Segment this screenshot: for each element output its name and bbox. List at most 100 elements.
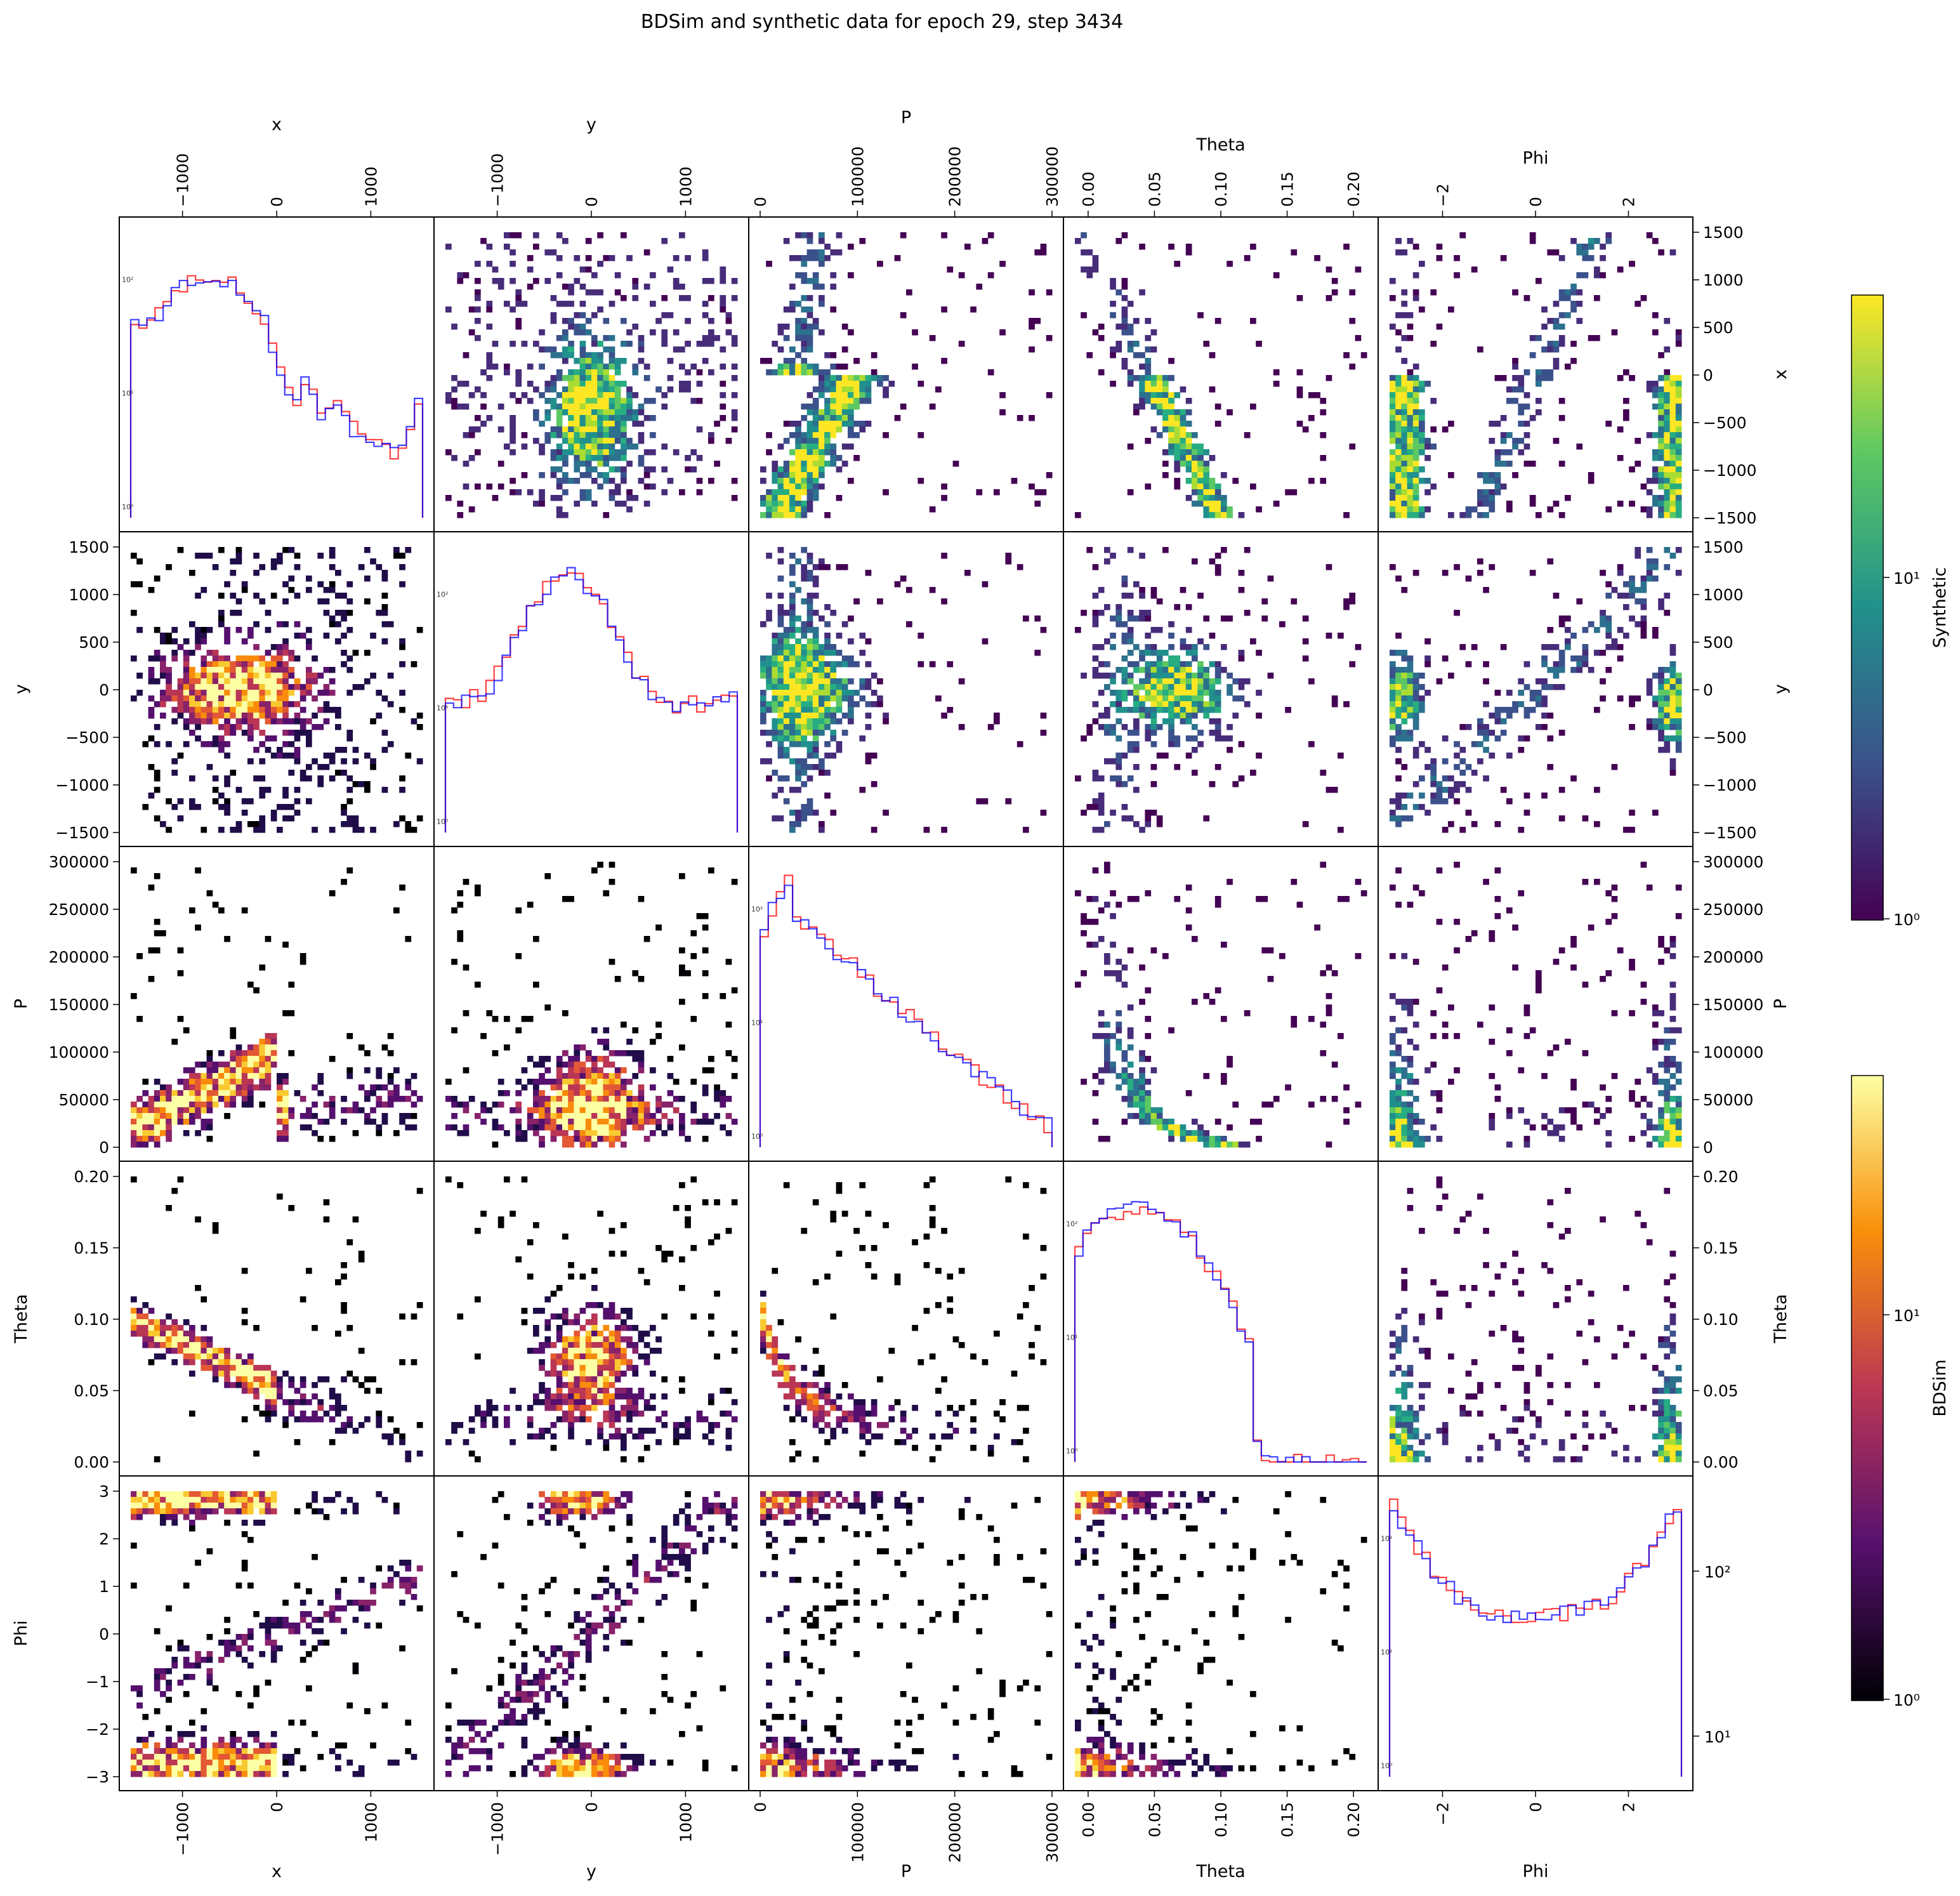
hist2d-cell: [801, 364, 808, 370]
hist2d-cell: [783, 461, 790, 467]
hist2d-cell: [1232, 713, 1239, 719]
hist2d-cell: [224, 1090, 230, 1096]
hist2d-cell: [241, 810, 248, 816]
hist2d-cell: [352, 1130, 359, 1136]
hist2d-cell: [579, 375, 586, 381]
hist2d-cell: [1174, 478, 1181, 484]
hist2d-cell: [853, 690, 860, 696]
hist2d-cell: [1168, 398, 1174, 404]
hist2d-cell: [288, 701, 295, 708]
hist2d-cell: [720, 1102, 727, 1108]
hist2d-cell: [1390, 661, 1396, 668]
hist2d-cell: [1407, 730, 1414, 736]
hist2d-cell: [1459, 724, 1466, 730]
hist2d-cell: [1412, 244, 1419, 250]
hist2d-cell: [806, 295, 813, 301]
hist2d-cell: [621, 478, 627, 484]
hist2d-cell: [638, 455, 645, 461]
hist2d-cell: [393, 907, 400, 914]
hist2d-cell: [352, 781, 359, 787]
hist2d-cell: [865, 758, 872, 765]
hist2d-cell: [597, 472, 603, 478]
hist2d-cell: [661, 295, 668, 301]
hist2d-cell: [1244, 701, 1251, 708]
hist2d-cell: [247, 690, 254, 696]
hist2d-cell: [235, 553, 242, 559]
hist2d-cell: [824, 421, 831, 427]
hist2d-cell: [148, 707, 155, 713]
hist2d-cell: [206, 1079, 213, 1085]
hist2d-cell: [1500, 730, 1507, 736]
hist2d-cell: [819, 558, 825, 565]
hist2d-cell: [1156, 381, 1163, 387]
hist2d-cell: [806, 461, 813, 467]
hist2d-cell: [626, 1113, 633, 1119]
hist2d-cell: [265, 650, 272, 656]
hist2d-cell: [1401, 392, 1408, 398]
hist2d-cell: [1197, 678, 1204, 685]
hist2d-cell: [789, 432, 796, 438]
hist2d-cell: [1185, 478, 1192, 484]
hist2d-cell: [1558, 289, 1565, 296]
hist2d-cell: [819, 678, 825, 685]
hist2d-cell: [206, 673, 213, 679]
hist2d-cell: [789, 512, 796, 518]
hist2d-cell: [142, 1142, 149, 1148]
hist2d-cell: [136, 627, 143, 633]
hist2d-cell: [1139, 244, 1145, 250]
hist2d-cell: [189, 707, 195, 713]
hist2d-cell: [1185, 735, 1192, 742]
hist2d-cell: [568, 1107, 574, 1114]
hist2d-cell: [1203, 466, 1210, 473]
hist2d-cell: [346, 867, 353, 874]
hist2d-cell: [1139, 1090, 1145, 1096]
hist2d-cell: [341, 1096, 347, 1102]
hist2d-cell: [626, 415, 633, 421]
hist2d-cell: [1121, 1067, 1128, 1074]
hist2d-cell: [230, 1062, 237, 1068]
hist2d-cell: [212, 1102, 219, 1108]
hist2d-cell: [621, 409, 627, 416]
hist2d-cell: [853, 455, 860, 461]
hist2d-cell: [795, 466, 801, 473]
hist2d-cell: [510, 421, 516, 427]
hist2d-cell: [766, 758, 772, 765]
hist2d-cell: [1412, 392, 1419, 398]
hist2d-cell: [574, 449, 581, 456]
hist2d-cell: [376, 1096, 383, 1102]
hist2d-cell: [591, 352, 598, 359]
hist2d-cell: [597, 444, 603, 450]
hist2d-cell: [806, 501, 813, 507]
hist2d-cell: [1424, 489, 1431, 496]
hist2d-cell: [282, 815, 289, 822]
hist2d-cell: [1355, 644, 1362, 650]
hist2d-cell: [1465, 764, 1472, 770]
hist2d-cell: [614, 1136, 621, 1142]
hist2d-cell: [1401, 484, 1408, 490]
hist2d-cell: [1494, 375, 1501, 381]
hist2d-cell: [154, 1119, 161, 1125]
hist2d-cell: [801, 633, 808, 639]
hist2d-cell: [556, 512, 563, 518]
hist2d-cell: [830, 684, 837, 690]
hist2d-cell: [171, 638, 178, 645]
hist2d-cell: [789, 667, 796, 673]
hist2d-cell: [195, 690, 201, 696]
hist2d-cell: [1646, 576, 1653, 582]
hist2d-cell: [1360, 890, 1367, 897]
hist2d-cell: [1325, 295, 1332, 301]
hist2d-cell: [1139, 1073, 1145, 1079]
hist2d-cell: [1192, 713, 1198, 719]
hist2d-cell: [235, 661, 242, 668]
hist2d-cell: [1221, 506, 1227, 513]
hist2d-cell: [777, 673, 784, 679]
hist2d-cell: [1395, 375, 1402, 381]
hist2d-cell: [277, 553, 283, 559]
hist2d-cell: [451, 1124, 457, 1131]
hist2d-cell: [1121, 1073, 1128, 1079]
hist2d-cell: [801, 707, 808, 713]
hist2d-cell: [445, 1124, 452, 1131]
hist2d-cell: [621, 1130, 627, 1136]
hist2d-cell: [608, 444, 615, 450]
hist2d-cell: [533, 278, 539, 284]
